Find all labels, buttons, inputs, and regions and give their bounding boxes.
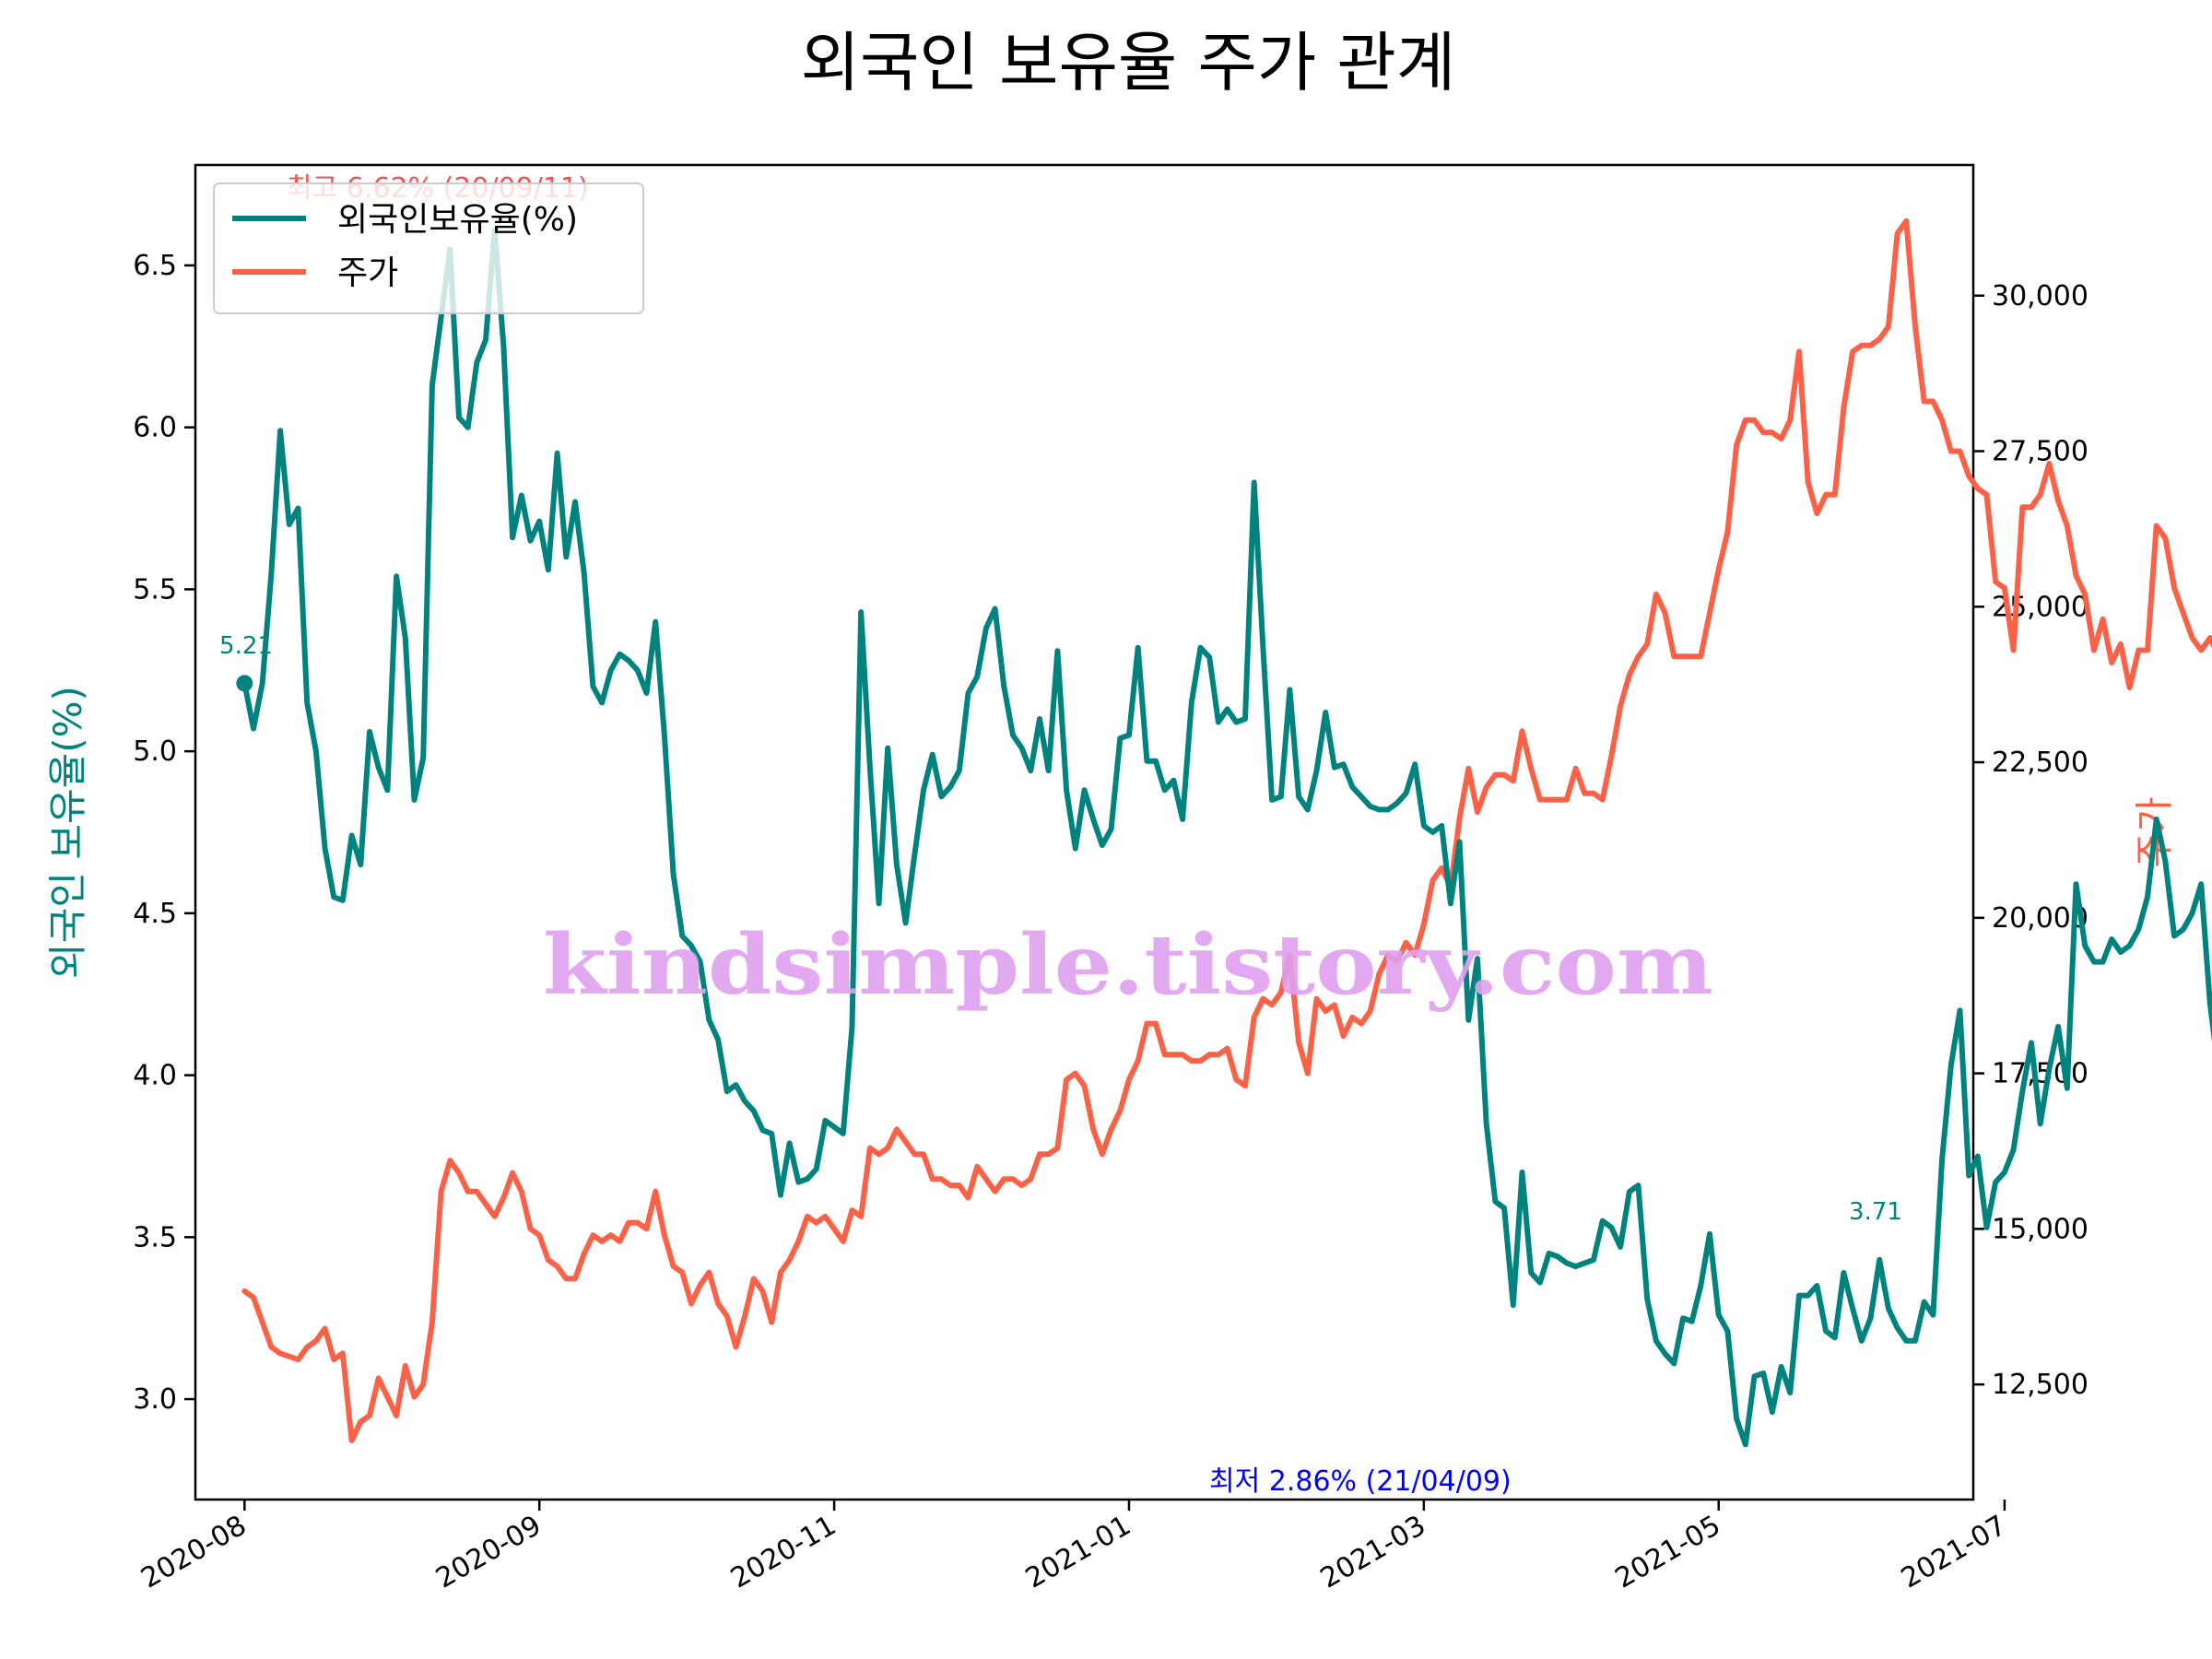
start-value-label: 5.21: [219, 632, 273, 660]
y-axis-left-label: 외국인 보유율(%): [45, 686, 90, 979]
y-left-tick-label: 4.5: [133, 898, 177, 930]
legend-label-foreign: 외국인보유율(%): [337, 201, 578, 239]
x-tick-label: 2020-08: [135, 1510, 252, 1595]
series-line-foreign: [241, 227, 2212, 1448]
plot-area: [194, 163, 1975, 1501]
y-right-tick-label: 15,000: [1992, 1213, 2088, 1245]
x-tick-label: 2020-11: [725, 1510, 841, 1595]
y-left-tick-label: 3.0: [133, 1383, 177, 1416]
y-left-tick-label: 5.5: [133, 573, 177, 606]
start-point-marker: [236, 675, 253, 692]
y-left-tick-label: 5.0: [133, 735, 177, 768]
x-axis: 2020-08 2020-09 2020-11 2021-01 2021-03 2021-…: [135, 1500, 2012, 1595]
x-tick-label: 2020-09: [430, 1510, 547, 1595]
y-right-tick-label: 27,500: [1992, 436, 2088, 468]
y-right-tick-label: 12,500: [1992, 1369, 2088, 1401]
legend-box: [213, 182, 644, 314]
y-left-tick-label: 6.0: [133, 412, 177, 444]
x-tick-label: 2021-05: [1610, 1510, 1726, 1595]
y-left-tick-label: 3.5: [133, 1221, 177, 1253]
y-axis-right: 12,50015,00017,50020,00022,50025,00027,5…: [1973, 280, 2088, 1401]
x-tick-label: 2021-01: [1020, 1510, 1136, 1595]
legend: 외국인보유율(%) 주가: [213, 182, 644, 314]
y-right-tick-label: 22,500: [1992, 747, 2088, 779]
x-tick-label: 2021-03: [1315, 1510, 1431, 1595]
legend-label-price: 주가: [337, 254, 398, 292]
y-left-tick-label: 4.0: [133, 1060, 177, 1092]
watermark-text: kindsimple.tistory.com: [543, 916, 1713, 1014]
y-right-tick-label: 30,000: [1992, 280, 2088, 312]
end-value-label: 3.71: [1849, 1198, 1902, 1226]
y-right-tick-label: 17,500: [1992, 1058, 2088, 1090]
low-annotation: 최저 2.86% (21/04/09): [1209, 1465, 1512, 1498]
series-line-price: [241, 218, 2212, 1443]
x-tick-label: 2021-07: [1896, 1510, 2012, 1595]
y-left-tick-label: 6.5: [133, 250, 177, 282]
chart-title: 외국인 보유율 주가 관계: [801, 25, 1456, 100]
y-axis-left: 3.0 3.5 4.0 4.5 5.0 5.5 6.0 6.5: [133, 250, 195, 1416]
